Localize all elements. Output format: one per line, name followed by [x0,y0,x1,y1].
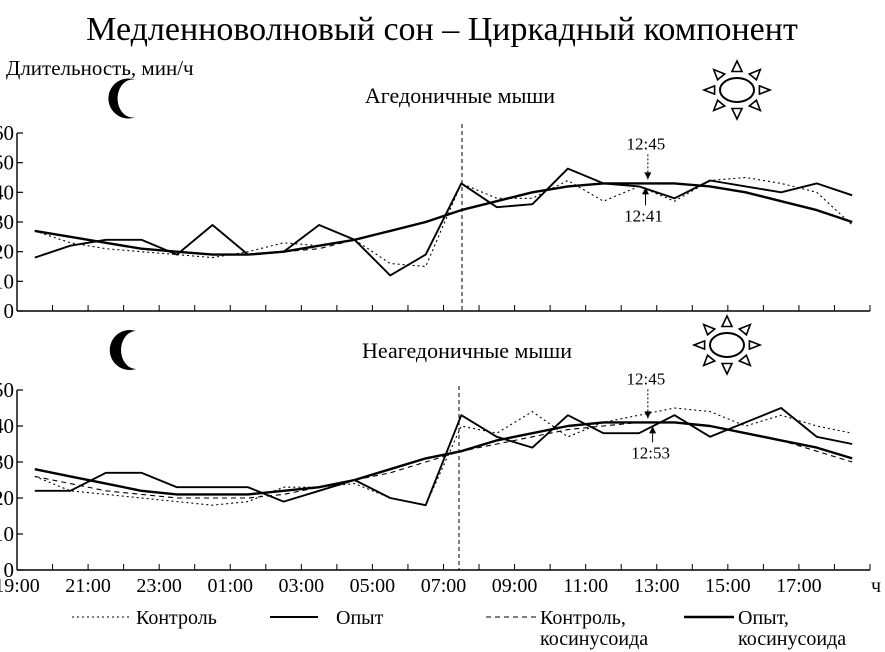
chart-title: Медленноволновый сон – Циркадный компоне… [86,11,798,48]
y-tick-label: 10 [0,269,14,293]
x-tick-label: 17:00 [776,575,822,597]
peak-annotation: 12:45 [626,369,665,388]
y-tick-label: 40 [0,414,14,438]
sun-ray [712,68,727,82]
panel-anhedonic: Агедоничные мыши 0 10 20 30 40 50 60 12:45 12:41 [0,83,871,323]
series-line-solid [34,167,853,277]
sun-ray [730,59,744,73]
legend: Контроль Опыт Контроль,косинусоидаОпыт,кос… [72,607,846,650]
sun-ray [730,107,744,121]
sun-ray [747,98,762,112]
y-tick-label: 0 [4,299,15,323]
y-tick-label: 50 [0,151,14,175]
x-tick-label: 23:00 [136,575,182,597]
panel-subtitle: Неагедоничные мыши [362,338,572,363]
panel-non-anhedonic: Неагедоничные мыши 0 10 20 30 40 50 12:45 12:53 [0,338,871,582]
x-tick-label: 15:00 [705,575,751,597]
sun-ray [701,84,716,96]
sun-icon [701,59,773,121]
legend-label-line2: косинусоида [540,628,648,650]
annotation-arrowhead [644,411,652,419]
x-tick-label: 03:00 [279,575,325,597]
annotation-arrowhead [641,187,649,195]
y-tick-label: 10 [0,522,14,546]
sun-ray [712,98,727,112]
y-tick-label: 20 [0,486,14,510]
sun-ray [691,339,706,351]
y-axis-label: Длительность, мин/ч [6,56,194,80]
series-line-solid-thick [34,421,853,496]
y-tick-label: 60 [0,121,14,145]
y-tick-label: 50 [0,378,14,402]
moon-icon [109,330,136,370]
legend-label: Опыт [336,607,384,629]
legend-label: Контроль, [540,607,626,629]
sun-ray [702,353,717,367]
legend-label: Опыт, [738,607,789,629]
annotation-arrowhead [649,426,657,434]
sun-ray [747,68,762,82]
x-tick-label: 21:00 [65,575,111,597]
x-tick-label: 09:00 [492,575,538,597]
series-line-solid [34,407,853,507]
sun-ray [737,323,752,337]
x-tick-label: 19:00 [0,575,40,597]
x-axis-unit-label: ч [871,575,881,597]
peak-annotation: 12:45 [626,134,665,153]
sun-ray [702,323,717,337]
y-tick-label: 30 [0,210,14,234]
series-line-dashed [34,421,853,499]
sun-ray [758,84,773,96]
panel-subtitle: Агедоничные мыши [365,83,555,108]
y-tick-label: 20 [0,240,14,264]
x-tick-label: 05:00 [350,575,396,597]
x-tick-label: 07:00 [421,575,467,597]
sun-ray [737,353,752,367]
annotation-arrowhead [644,172,652,180]
sun-icon [691,314,763,376]
peak-annotation: 12:41 [624,206,663,225]
x-tick-label: 13:00 [634,575,680,597]
sun-ray [720,362,734,376]
legend-label-line2: косинусоида [738,628,846,650]
sun-ray [720,314,734,328]
x-tick-label: 11:00 [563,575,608,597]
y-tick-label: 30 [0,450,14,474]
peak-annotation: 12:53 [631,443,670,462]
sun-ray [748,339,763,351]
y-tick-label: 40 [0,180,14,204]
x-tick-label: 01:00 [207,575,253,597]
legend-label: Контроль [136,607,217,629]
y-tick-label: 0 [4,558,15,582]
moon-icon [108,78,136,119]
series-line-solid-thick [34,182,853,256]
